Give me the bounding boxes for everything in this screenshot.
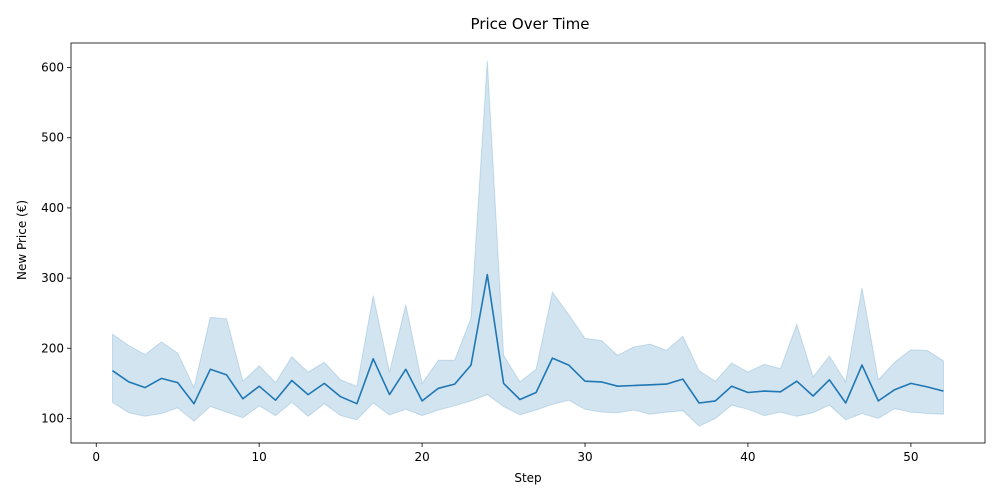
x-tick-label: 50 [903,450,918,464]
confidence-band-layer [112,60,944,427]
y-tick-label: 400 [41,201,64,215]
confidence-band [112,60,944,427]
x-tick-label: 30 [577,450,592,464]
y-tick-label: 100 [41,411,64,425]
series-line-layer [112,273,944,405]
x-axis-label: Step [514,471,541,485]
chart-title: Price Over Time [471,15,590,33]
x-axis-ticks: 0 10 20 30 40 50 [92,443,919,464]
y-axis-label: New Price (€) [15,200,29,280]
x-tick-label: 10 [252,450,267,464]
x-tick-label: 20 [414,450,429,464]
y-tick-label: 600 [41,61,64,75]
x-tick-label: 0 [92,450,100,464]
y-tick-label: 300 [41,271,64,285]
y-axis-ticks: 100 200 300 400 500 600 [41,61,71,425]
plot-frame [70,42,986,444]
y-tick-label: 200 [41,341,64,355]
series-line [112,273,944,405]
y-tick-label: 500 [41,131,64,145]
x-tick-label: 40 [740,450,755,464]
